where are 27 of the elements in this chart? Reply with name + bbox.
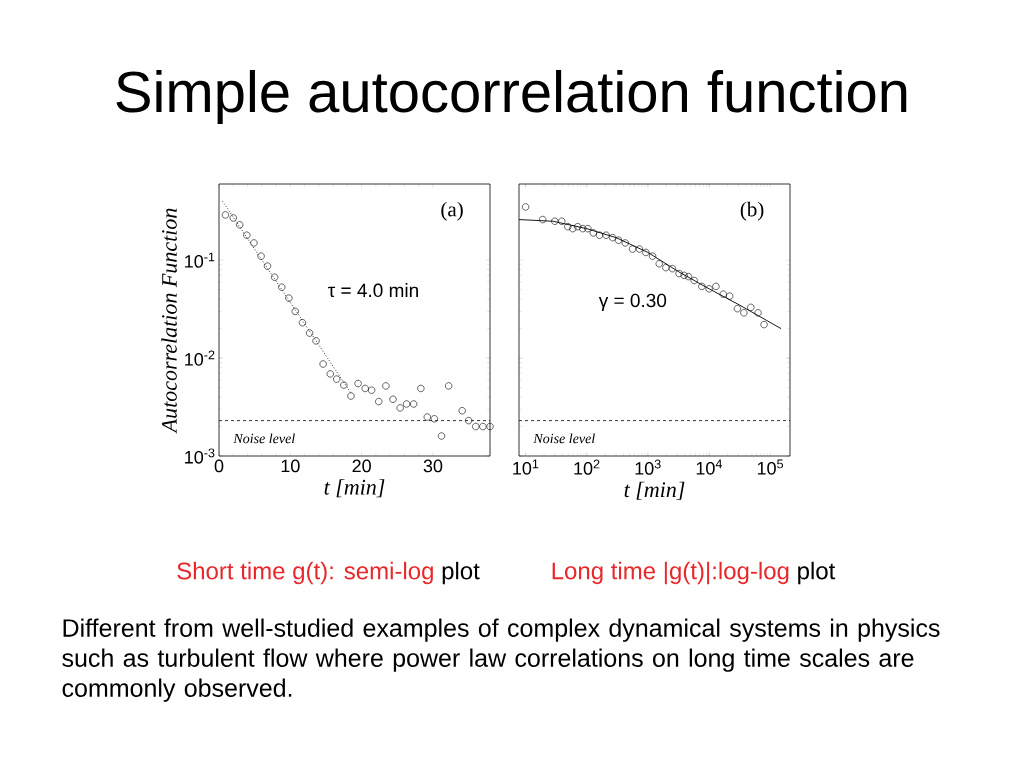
x-axis-title: t [min]	[624, 481, 685, 500]
text: Different from well-studied examples of complex dynamical systems in physics such as turbulent flow where power law correlations on long time scales are commonly observed.	[62, 618, 940, 702]
text: Long time |g(t)|:log-log	[552, 561, 789, 585]
text: plot	[798, 561, 836, 585]
x-tick-label: 30	[423, 459, 443, 473]
text: Short time g(t): semi-log	[177, 561, 433, 585]
y-tick-label: 10$^{-3}$	[185, 448, 215, 464]
annotation: (b)	[740, 201, 764, 221]
y-axis-title: Autocorrelation Function	[161, 208, 177, 434]
annotation: γ = 0.30	[598, 293, 667, 311]
annotation: τ = 4.0 min	[328, 283, 418, 298]
x-tick-label: 10$^{5}$	[757, 459, 784, 475]
y-tick-label: 10$^{-2}$	[185, 350, 215, 366]
x-tick-label: 0	[214, 459, 224, 473]
x-tick-label: 10	[281, 459, 300, 473]
x-tick-label: 10$^{3}$	[635, 459, 661, 475]
x-tick-label: 10$^{4}$	[696, 459, 723, 475]
x-tick-label: 10$^{1}$	[513, 459, 539, 475]
y-tick-label: 10$^{-1}$	[185, 252, 215, 268]
ref-line-label: Noise level	[533, 433, 595, 444]
annotation: (a)	[441, 201, 463, 221]
chart-title: Simple autocorrelation function	[116, 69, 907, 125]
x-tick-label: 10$^{2}$	[574, 459, 600, 475]
text: plot	[442, 561, 480, 585]
x-axis-title: t [min]	[324, 479, 385, 498]
ref-line-label: Noise level	[233, 433, 295, 444]
x-tick-label: 20	[352, 459, 371, 473]
